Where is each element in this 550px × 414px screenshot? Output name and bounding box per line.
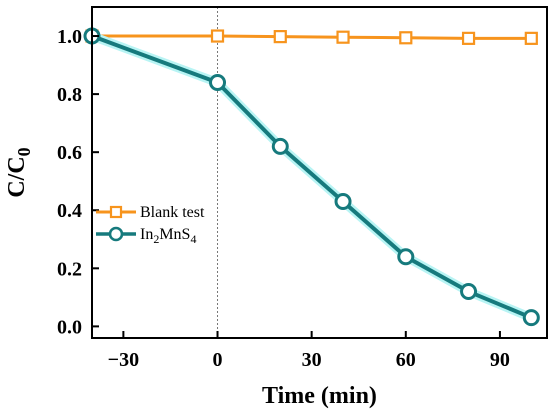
tick-layer: −30 0 30 60 90 0.0 0.2 0.4 0.6 0.8 1.0 xyxy=(57,26,510,371)
data-point-square xyxy=(273,30,287,44)
y-tick-label: 0.8 xyxy=(57,84,82,106)
y-axis-title: C/C0 xyxy=(4,147,34,197)
data-point-square xyxy=(336,30,350,44)
y-tick-label: 0.4 xyxy=(57,200,82,222)
x-tick-label: 0 xyxy=(213,349,223,371)
y-tick-label: 1.0 xyxy=(57,26,82,48)
series-layer xyxy=(83,27,540,327)
data-point-circle xyxy=(522,309,540,327)
legend-label-part: MnS xyxy=(159,226,190,243)
y-axis-title-subscript: 0 xyxy=(14,147,34,156)
y-tick-label: 0.2 xyxy=(57,258,82,280)
legend-marker-square xyxy=(109,205,123,219)
legend-entry-blank-test: Blank test xyxy=(96,204,205,221)
data-point-circle xyxy=(271,137,289,155)
plot-frame xyxy=(91,6,548,339)
legend: Blank test In2MnS4 xyxy=(96,204,205,246)
x-axis-title: Time (min) xyxy=(262,383,377,409)
y-tick-label: 0.0 xyxy=(57,316,82,338)
legend-marker-circle xyxy=(108,226,124,242)
y-axis-title-main: C/C xyxy=(4,156,30,197)
x-tick-label: 60 xyxy=(396,349,416,371)
data-point-square xyxy=(399,31,413,45)
x-tick-label: 30 xyxy=(302,349,322,371)
legend-label-subscript: 2 xyxy=(153,232,159,246)
legend-label-subscript: 4 xyxy=(190,232,196,246)
legend-label-in2mns4: In2MnS4 xyxy=(140,226,196,246)
data-point-square xyxy=(524,31,538,45)
data-point-square xyxy=(210,29,225,43)
x-tick-label: 90 xyxy=(490,349,510,371)
data-point-circle xyxy=(209,73,227,91)
legend-label-part: In xyxy=(140,226,153,243)
data-point-circle xyxy=(460,283,478,301)
y-tick-label: 0.6 xyxy=(57,142,82,164)
legend-label-blank-test: Blank test xyxy=(140,204,205,221)
data-point-circle xyxy=(334,193,352,211)
data-point-circle xyxy=(397,248,415,266)
data-point-square xyxy=(461,31,476,45)
x-tick-label: −30 xyxy=(108,349,139,371)
legend-entry-in2mns4: In2MnS4 xyxy=(96,226,196,246)
